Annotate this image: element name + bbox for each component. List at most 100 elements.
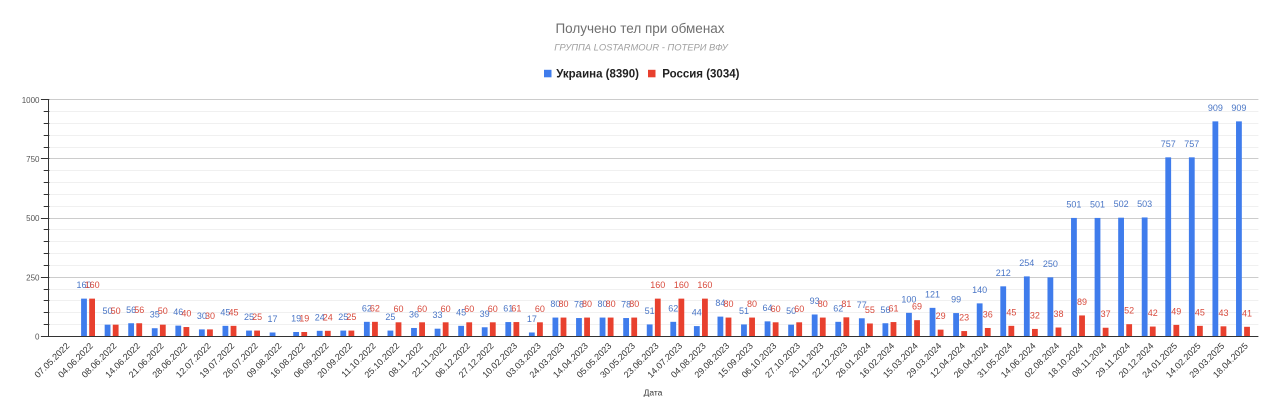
svg-text:44: 44 bbox=[692, 308, 702, 318]
svg-text:61: 61 bbox=[511, 304, 521, 314]
svg-text:909: 909 bbox=[1208, 103, 1223, 113]
svg-text:140: 140 bbox=[972, 285, 987, 295]
svg-text:250: 250 bbox=[1043, 259, 1058, 269]
svg-text:750: 750 bbox=[26, 155, 40, 164]
svg-text:160: 160 bbox=[76, 280, 91, 290]
svg-text:99: 99 bbox=[951, 295, 961, 305]
svg-text:40: 40 bbox=[181, 309, 191, 319]
svg-text:42: 42 bbox=[1148, 308, 1158, 318]
svg-text:909: 909 bbox=[1231, 103, 1246, 113]
svg-text:33: 33 bbox=[433, 310, 443, 320]
svg-text:160: 160 bbox=[650, 280, 665, 290]
svg-text:25: 25 bbox=[338, 312, 348, 322]
svg-text:502: 502 bbox=[1114, 199, 1129, 209]
svg-text:62: 62 bbox=[833, 303, 843, 313]
svg-text:160: 160 bbox=[697, 280, 712, 290]
svg-text:78: 78 bbox=[621, 300, 631, 310]
svg-text:60: 60 bbox=[771, 304, 781, 314]
svg-text:757: 757 bbox=[1161, 139, 1176, 149]
svg-text:25: 25 bbox=[346, 312, 356, 322]
svg-text:1000: 1000 bbox=[22, 96, 40, 105]
svg-text:Дата: Дата bbox=[644, 388, 663, 398]
svg-text:78: 78 bbox=[574, 300, 584, 310]
svg-text:62: 62 bbox=[370, 303, 380, 313]
svg-text:80: 80 bbox=[582, 299, 592, 309]
svg-text:30: 30 bbox=[197, 311, 207, 321]
svg-text:55: 55 bbox=[865, 305, 875, 315]
svg-text:80: 80 bbox=[747, 299, 757, 309]
svg-text:29: 29 bbox=[936, 311, 946, 321]
svg-text:25: 25 bbox=[252, 312, 262, 322]
svg-text:45: 45 bbox=[1195, 307, 1205, 317]
svg-text:64: 64 bbox=[763, 303, 773, 313]
svg-text:80: 80 bbox=[598, 299, 608, 309]
svg-text:81: 81 bbox=[841, 299, 851, 309]
svg-text:60: 60 bbox=[464, 304, 474, 314]
svg-text:17: 17 bbox=[268, 314, 278, 324]
svg-text:39: 39 bbox=[480, 309, 490, 319]
svg-text:50: 50 bbox=[111, 306, 121, 316]
svg-text:45: 45 bbox=[456, 307, 466, 317]
svg-text:56: 56 bbox=[134, 305, 144, 315]
svg-text:52: 52 bbox=[1124, 306, 1134, 316]
svg-text:60: 60 bbox=[488, 304, 498, 314]
svg-text:45: 45 bbox=[1006, 307, 1016, 317]
svg-text:56: 56 bbox=[880, 305, 890, 315]
svg-text:Украина (8390): Украина (8390) bbox=[556, 69, 639, 81]
svg-text:503: 503 bbox=[1137, 199, 1152, 209]
svg-text:19: 19 bbox=[299, 314, 309, 324]
svg-text:50: 50 bbox=[786, 306, 796, 316]
svg-text:61: 61 bbox=[888, 304, 898, 314]
svg-text:49: 49 bbox=[1171, 306, 1181, 316]
svg-text:501: 501 bbox=[1090, 199, 1105, 209]
svg-text:24: 24 bbox=[323, 312, 333, 322]
svg-text:Получено тел при обменах: Получено тел при обменах bbox=[555, 21, 724, 36]
svg-text:62: 62 bbox=[362, 303, 372, 313]
svg-text:50: 50 bbox=[158, 306, 168, 316]
svg-text:80: 80 bbox=[606, 299, 616, 309]
svg-text:80: 80 bbox=[723, 299, 733, 309]
svg-text:45: 45 bbox=[229, 307, 239, 317]
svg-text:Россия (3034): Россия (3034) bbox=[662, 69, 739, 81]
svg-text:61: 61 bbox=[503, 304, 513, 314]
svg-text:60: 60 bbox=[535, 304, 545, 314]
svg-text:69: 69 bbox=[912, 302, 922, 312]
svg-text:250: 250 bbox=[26, 273, 40, 282]
svg-text:60: 60 bbox=[441, 304, 451, 314]
svg-text:50: 50 bbox=[103, 306, 113, 316]
svg-text:80: 80 bbox=[629, 299, 639, 309]
svg-text:212: 212 bbox=[996, 268, 1011, 278]
svg-text:45: 45 bbox=[220, 307, 230, 317]
svg-text:80: 80 bbox=[550, 299, 560, 309]
svg-text:60: 60 bbox=[417, 304, 427, 314]
svg-text:43: 43 bbox=[1218, 308, 1228, 318]
svg-text:36: 36 bbox=[409, 309, 419, 319]
svg-text:37: 37 bbox=[1101, 309, 1111, 319]
svg-text:51: 51 bbox=[739, 306, 749, 316]
svg-text:93: 93 bbox=[810, 296, 820, 306]
svg-text:121: 121 bbox=[925, 289, 940, 299]
svg-text:17: 17 bbox=[527, 314, 537, 324]
svg-text:60: 60 bbox=[794, 304, 804, 314]
svg-text:757: 757 bbox=[1184, 139, 1199, 149]
svg-text:51: 51 bbox=[645, 306, 655, 316]
svg-text:500: 500 bbox=[26, 214, 40, 223]
svg-text:0: 0 bbox=[35, 333, 40, 342]
svg-text:41: 41 bbox=[1242, 308, 1252, 318]
svg-text:100: 100 bbox=[901, 294, 916, 304]
svg-text:38: 38 bbox=[1053, 309, 1063, 319]
svg-text:501: 501 bbox=[1066, 199, 1081, 209]
svg-text:60: 60 bbox=[394, 304, 404, 314]
svg-text:84: 84 bbox=[715, 298, 725, 308]
svg-text:35: 35 bbox=[150, 310, 160, 320]
svg-text:62: 62 bbox=[668, 303, 678, 313]
svg-text:160: 160 bbox=[674, 280, 689, 290]
svg-text:23: 23 bbox=[959, 313, 969, 323]
svg-text:ГРУППА LOSTARMOUR - ПОТЕРИ ВФУ: ГРУППА LOSTARMOUR - ПОТЕРИ ВФУ bbox=[554, 41, 728, 52]
svg-text:25: 25 bbox=[244, 312, 254, 322]
svg-text:19: 19 bbox=[291, 314, 301, 324]
svg-text:56: 56 bbox=[126, 305, 136, 315]
svg-text:24: 24 bbox=[315, 312, 325, 322]
svg-text:254: 254 bbox=[1019, 258, 1034, 268]
svg-text:32: 32 bbox=[1030, 310, 1040, 320]
